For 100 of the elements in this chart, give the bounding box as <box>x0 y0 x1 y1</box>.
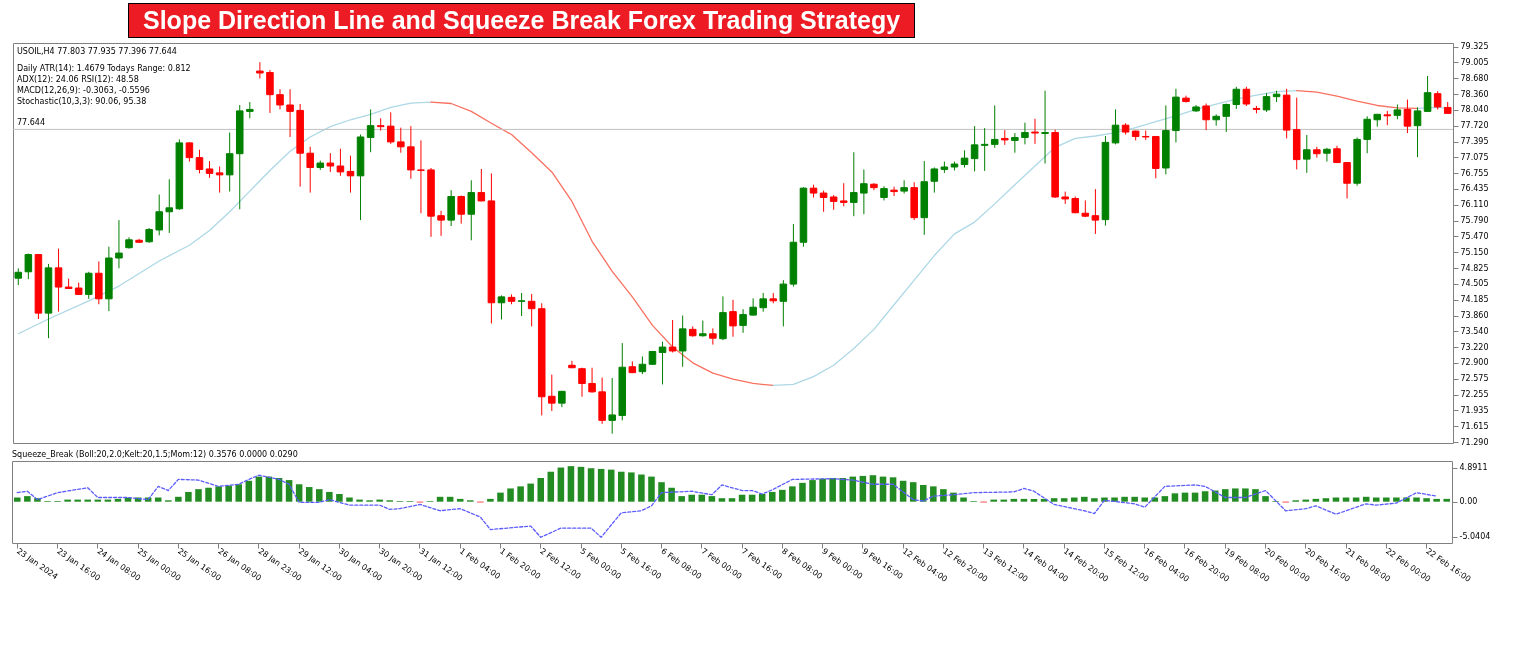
bar <box>305 487 313 502</box>
y-tick-label: 71.935 <box>1460 405 1489 415</box>
candlestick <box>839 182 848 207</box>
bar <box>64 499 71 502</box>
candlestick <box>970 125 979 172</box>
candlestick <box>1091 188 1100 235</box>
bar <box>336 494 343 502</box>
bar <box>507 488 514 502</box>
y-tick-label: 78.680 <box>1460 73 1489 83</box>
candlestick <box>1232 86 1241 110</box>
annotation: USOIL,H4 77.803 77.935 77.396 77.644 <box>17 47 177 56</box>
candlestick <box>930 166 939 194</box>
candlestick <box>155 194 163 236</box>
bar <box>215 486 222 502</box>
bar <box>668 487 675 502</box>
candlestick <box>447 189 455 227</box>
line-series <box>430 101 774 387</box>
y-tick-label: 71.290 <box>1460 437 1489 447</box>
candlestick <box>608 377 616 435</box>
y-tick-label: 74.505 <box>1460 279 1489 289</box>
bar <box>1232 488 1239 502</box>
y-tick-label: 75.150 <box>1460 247 1489 257</box>
candlestick <box>276 88 284 110</box>
candlestick <box>326 152 335 173</box>
bar <box>607 469 615 502</box>
bar <box>1262 496 1269 502</box>
chart-title: Squeeze_Break (Boll:20,2.0;Kelt:20,1.5;Mom:12) 0.3576 0.0000 0.0290 <box>12 450 298 459</box>
candlestick <box>1413 106 1422 158</box>
bar <box>618 471 625 502</box>
bar <box>1201 491 1209 502</box>
candlestick <box>578 367 586 398</box>
bar <box>1141 497 1148 502</box>
candlestick <box>527 293 536 327</box>
y-tick-label: 78.360 <box>1460 89 1489 99</box>
candlestick <box>739 308 747 334</box>
candlestick <box>548 374 556 412</box>
bar <box>1393 497 1400 502</box>
candlestick <box>860 168 868 215</box>
candlestick <box>84 271 93 300</box>
bar <box>1372 497 1380 502</box>
y-tick-label: 74.185 <box>1460 295 1489 305</box>
bar <box>1423 498 1430 502</box>
y-tick-label: -5.0404 <box>1459 532 1491 542</box>
candlestick <box>900 179 908 195</box>
bar <box>487 498 494 502</box>
candlestick <box>215 165 224 194</box>
candlestick <box>407 125 415 180</box>
candlestick <box>658 341 667 385</box>
bar <box>658 482 665 502</box>
y-tick-label: 76.110 <box>1460 200 1489 210</box>
y-tick-label: 73.860 <box>1460 311 1489 321</box>
bar <box>577 466 585 502</box>
candlestick <box>1403 99 1412 134</box>
candlestick <box>386 111 395 145</box>
bar <box>376 499 383 502</box>
candlestick <box>729 299 737 338</box>
y-tick-label: 75.790 <box>1460 216 1489 226</box>
candlestick <box>517 292 526 317</box>
bar <box>718 498 726 502</box>
bar <box>1121 496 1128 502</box>
y-tick-label: 77.075 <box>1460 152 1489 162</box>
bar <box>1221 489 1229 502</box>
bar <box>1443 498 1450 502</box>
bar <box>648 476 655 502</box>
candlestick <box>1111 108 1120 145</box>
y-tick-label: 78.040 <box>1460 105 1489 115</box>
bar <box>537 478 545 502</box>
candlestick <box>568 360 576 369</box>
y-tick-label: 76.755 <box>1460 168 1489 178</box>
candlestick <box>397 127 405 154</box>
candlestick <box>497 294 506 321</box>
candlestick <box>819 190 828 213</box>
bar <box>708 496 716 502</box>
line-series <box>772 90 1298 387</box>
bar <box>205 487 212 502</box>
candlestick <box>1202 103 1210 131</box>
chart-title: Slope Direction Line and Squeeze Break Forex Trading Strategy <box>128 3 916 38</box>
bar <box>758 494 766 502</box>
bar <box>738 494 746 502</box>
candlestick <box>709 327 717 346</box>
candlestick <box>1041 90 1049 165</box>
y-tick-label: 72.900 <box>1460 358 1489 368</box>
bar <box>1091 498 1098 502</box>
bar <box>1322 498 1330 502</box>
bar <box>809 480 816 502</box>
candlestick <box>1242 86 1251 107</box>
bar <box>346 497 353 502</box>
bar <box>195 489 202 502</box>
bar <box>839 478 846 502</box>
candlestick <box>850 151 858 217</box>
bar <box>597 468 605 502</box>
y-tick-label: 75.470 <box>1460 231 1489 241</box>
bar <box>1191 492 1199 502</box>
bar <box>688 494 696 502</box>
candlestick <box>759 292 767 313</box>
bar <box>1070 497 1078 502</box>
candlestick <box>256 61 264 79</box>
y-tick-label: 76.435 <box>1460 184 1489 194</box>
y-tick-label: 73.220 <box>1460 342 1489 352</box>
bar <box>628 472 635 502</box>
